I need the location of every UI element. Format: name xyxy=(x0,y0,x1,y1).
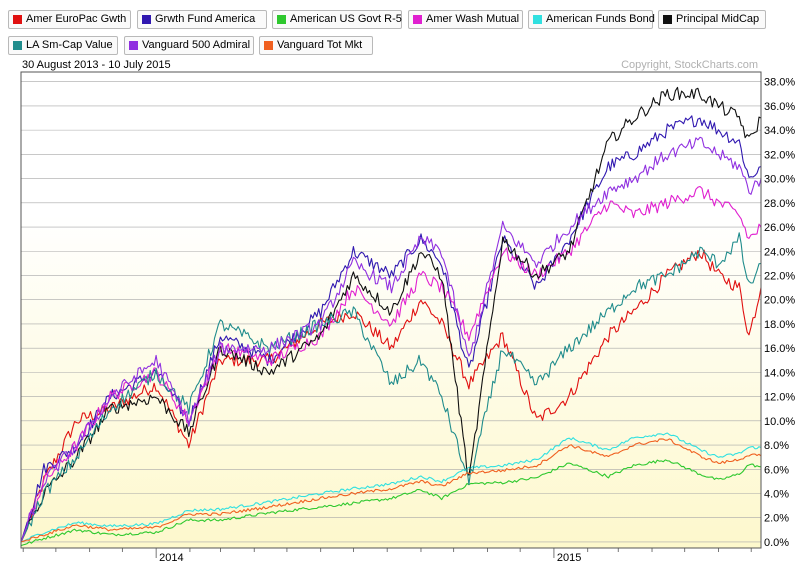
y-tick-label: 8.0% xyxy=(764,440,789,452)
series-line xyxy=(21,86,761,543)
legend-label: Amer Wash Mutual xyxy=(426,13,520,25)
legend-swatch xyxy=(277,15,286,24)
legend-label: American US Govt R-5 xyxy=(290,13,402,25)
legend-item[interactable]: Vanguard 500 Admiral xyxy=(124,36,254,55)
series-line xyxy=(21,459,761,547)
series-line xyxy=(21,438,761,543)
legend-swatch xyxy=(413,15,422,24)
series-lines xyxy=(21,86,761,547)
x-tick-label: 2014 xyxy=(159,552,183,564)
legend-swatch xyxy=(129,41,138,50)
plot-background xyxy=(21,72,761,548)
legend-label: Amer EuroPac Gwth xyxy=(26,13,127,25)
x-axis: 2014 2015 xyxy=(22,548,752,564)
y-tick-label: 32.0% xyxy=(764,149,795,161)
copyright-label: Copyright, StockCharts.com xyxy=(621,59,758,71)
y-tick-label: 2.0% xyxy=(764,513,789,525)
y-tick-label: 10.0% xyxy=(764,416,795,428)
legend-label: LA Sm-Cap Value xyxy=(26,39,113,51)
legend-item[interactable]: Amer Wash Mutual xyxy=(408,10,523,29)
y-tick-label: 18.0% xyxy=(764,319,795,331)
series-line xyxy=(21,432,761,543)
legend-swatch xyxy=(663,15,672,24)
series-line xyxy=(21,185,761,543)
legend-swatch xyxy=(142,15,151,24)
legend-swatch xyxy=(13,41,22,50)
y-tick-label: 20.0% xyxy=(764,295,795,307)
series-line xyxy=(21,249,761,543)
y-tick-label: 12.0% xyxy=(764,392,795,404)
legend-item[interactable]: LA Sm-Cap Value xyxy=(8,36,118,55)
y-tick-label: 38.0% xyxy=(764,77,795,89)
series-line xyxy=(21,232,761,543)
legend-label: Vanguard Tot Mkt xyxy=(277,39,363,51)
legend-item[interactable]: American Funds Bond xyxy=(528,10,655,29)
legend-label: Principal MidCap xyxy=(676,13,760,25)
y-axis: 0.0% 2.0% 4.0% 6.0% 8.0% 10.0% 12.0% 14.0% 16.0%… xyxy=(764,77,795,549)
legend-label: American Funds Bond xyxy=(546,13,655,25)
legend-item[interactable]: Vanguard Tot Mkt xyxy=(259,36,373,55)
legend-item[interactable]: Grwth Fund America xyxy=(137,10,267,29)
legend-label: Vanguard 500 Admiral xyxy=(142,39,251,51)
y-tick-label: 30.0% xyxy=(764,174,795,186)
legend-swatch xyxy=(264,41,273,50)
y-tick-label: 36.0% xyxy=(764,101,795,113)
legend-item[interactable]: American US Govt R-5 xyxy=(272,10,402,29)
y-tick-label: 26.0% xyxy=(764,222,795,234)
x-tick-label: 2015 xyxy=(557,552,581,564)
y-tick-label: 22.0% xyxy=(764,270,795,282)
legend-swatch xyxy=(13,15,22,24)
y-tick-label: 6.0% xyxy=(764,464,789,476)
legend-item[interactable]: Amer EuroPac Gwth xyxy=(8,10,131,29)
y-tick-label: 34.0% xyxy=(764,125,795,137)
y-tick-label: 28.0% xyxy=(764,198,795,210)
legend-swatch xyxy=(533,15,542,24)
y-tick-label: 24.0% xyxy=(764,246,795,258)
legend-item[interactable]: Principal MidCap xyxy=(658,10,766,29)
y-tick-label: 16.0% xyxy=(764,343,795,355)
plot-frame xyxy=(20,71,762,549)
y-tick-label: 14.0% xyxy=(764,367,795,379)
y-tick-label: 4.0% xyxy=(764,488,789,500)
date-range-label: 30 August 2013 - 10 July 2015 xyxy=(22,59,171,71)
series-line xyxy=(21,136,761,543)
y-tick-label: 0.0% xyxy=(764,537,789,549)
legend-label: Grwth Fund America xyxy=(155,13,256,25)
